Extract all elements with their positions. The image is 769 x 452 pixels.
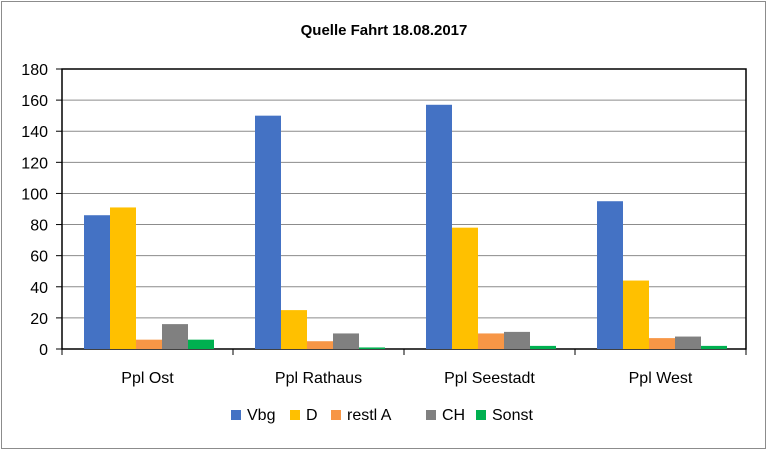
bar-d [281,310,307,349]
y-tick-label: 160 [21,93,48,110]
legend-label: restl A [347,407,392,424]
x-category-label: Ppl West [629,370,693,387]
bar-sonst [701,345,727,349]
bar-sonst [530,345,556,349]
bar-vbg [84,215,110,349]
bar-vbg [597,201,623,349]
legend-item: CH [426,407,465,424]
y-tick-label: 0 [39,342,48,359]
bar-restl-a [307,341,333,349]
category-labels: Ppl Ost Ppl Rathaus Ppl Seestadt Ppl West [121,370,693,387]
bar-restl-a [136,339,162,349]
chart-title: Quelle Fahrt 18.08.2017 [301,22,468,39]
bar-d [452,227,478,349]
bar-sonst [359,347,385,349]
y-axis-ticks: 0 20 40 60 80 100 120 140 160 180 [21,62,62,359]
bar-ch [504,331,530,349]
bar-ch [675,336,701,349]
legend-item: D [290,407,318,424]
legend-swatch [331,410,341,420]
bar-restl-a [649,338,675,349]
bar-restl-a [478,333,504,349]
bar-vbg [255,115,281,350]
legend-swatch [231,410,241,420]
y-tick-label: 20 [30,311,48,328]
bar-ch [333,333,359,349]
y-tick-label: 140 [21,124,48,141]
bar-d [623,280,649,349]
y-tick-label: 180 [21,62,48,79]
bars [84,104,727,350]
legend-swatch [290,410,300,420]
x-category-label: Ppl Seestadt [444,370,535,387]
legend-swatch [476,410,486,420]
y-tick-label: 100 [21,186,48,203]
bar-d [110,207,136,349]
legend-item: Vbg [231,407,275,424]
legend-label: D [306,407,318,424]
legend-item: Sonst [476,407,533,424]
legend-item: restl A [331,407,392,424]
bar-sonst [188,339,214,349]
bar-vbg [426,104,452,350]
y-tick-label: 120 [21,155,48,172]
x-category-label: Ppl Rathaus [275,370,362,387]
legend-label: CH [442,407,465,424]
bar-ch [162,324,188,349]
y-tick-label: 40 [30,280,48,297]
y-tick-label: 80 [30,218,48,235]
legend-swatch [426,410,436,420]
legend-label: Sonst [492,407,533,424]
legend-label: Vbg [247,407,275,424]
y-tick-label: 60 [30,249,48,266]
x-category-label: Ppl Ost [121,370,174,387]
